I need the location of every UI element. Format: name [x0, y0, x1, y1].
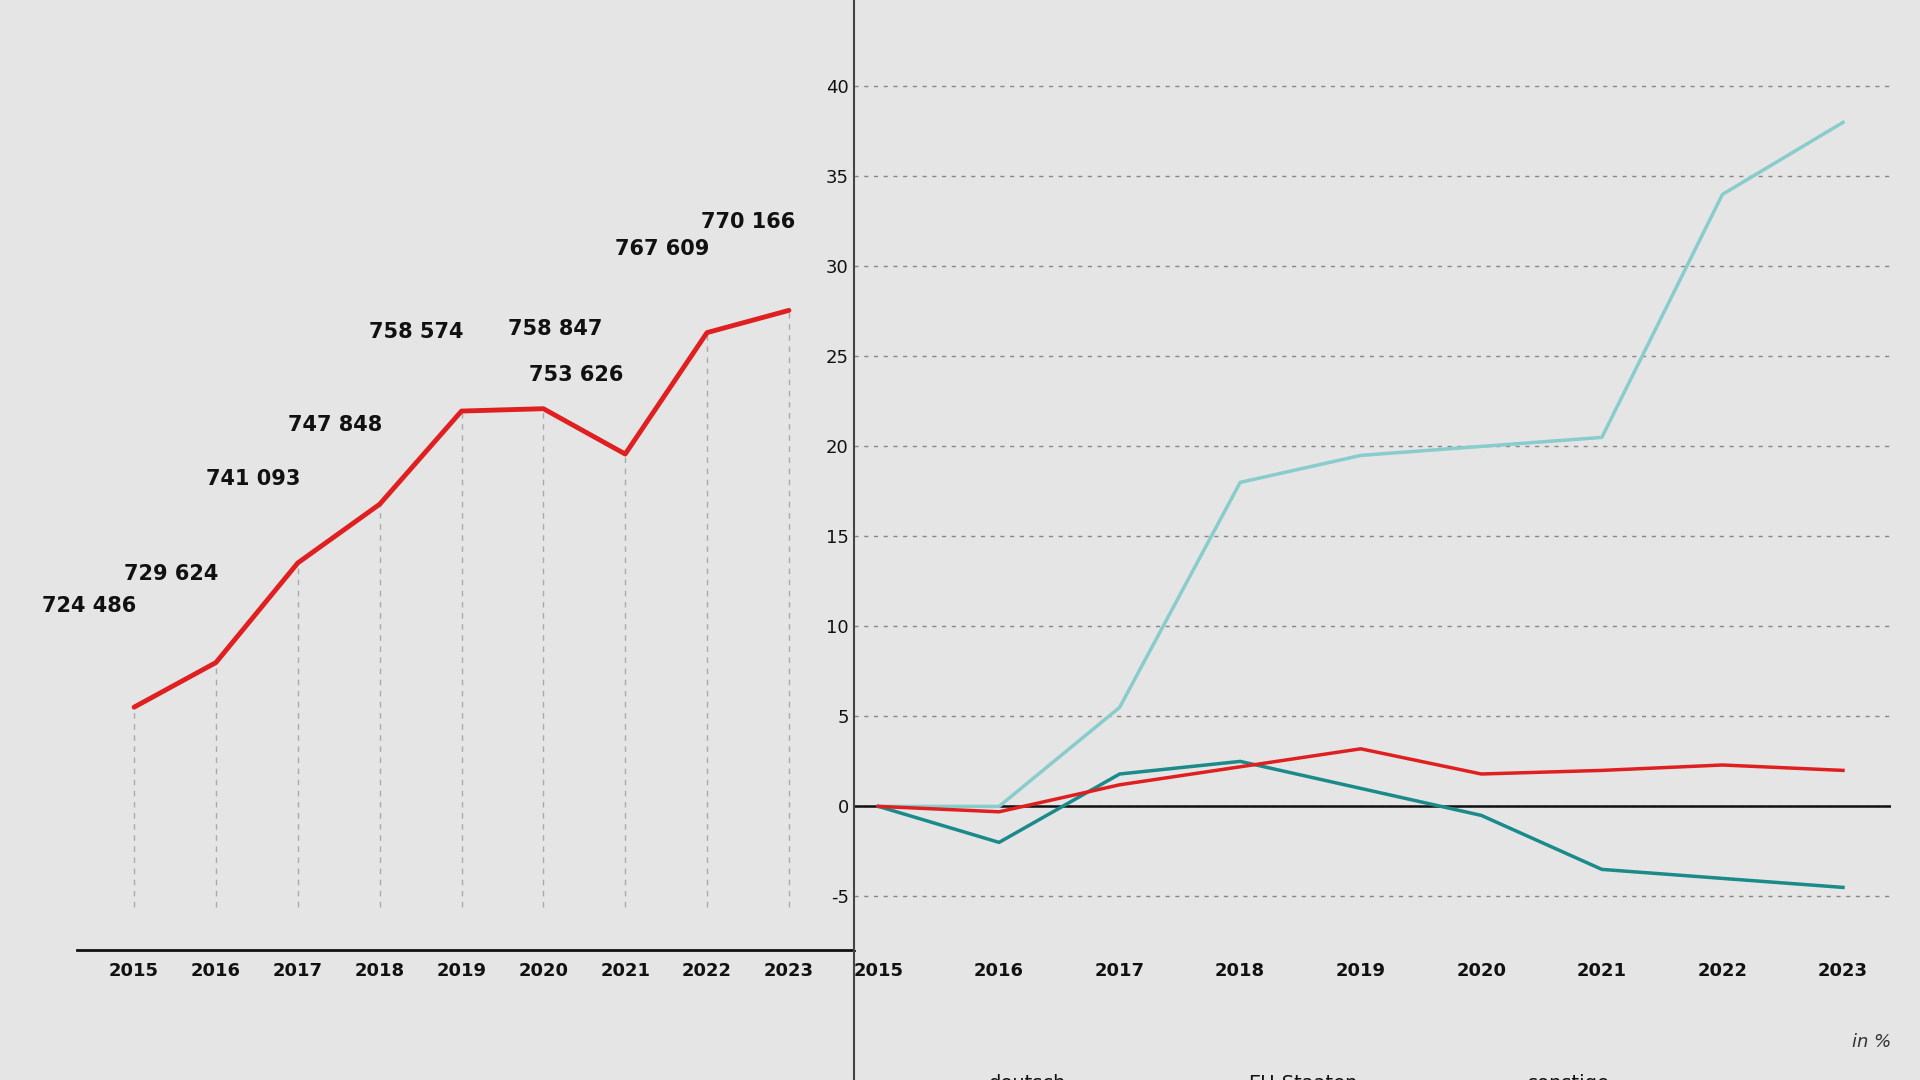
Text: 758 847: 758 847 [509, 320, 603, 339]
Text: EU-Staaten: EU-Staaten [1248, 1074, 1357, 1080]
Text: in %: in % [1853, 1032, 1891, 1051]
Text: 770 166: 770 166 [701, 212, 795, 232]
Text: 758 574: 758 574 [369, 322, 465, 341]
Text: 767 609: 767 609 [614, 239, 708, 259]
Text: deutsch: deutsch [989, 1074, 1066, 1080]
Text: 747 848: 747 848 [288, 415, 382, 435]
Text: sonstige: sonstige [1528, 1074, 1611, 1080]
Text: 741 093: 741 093 [205, 469, 300, 489]
Text: 753 626: 753 626 [528, 365, 624, 384]
Text: 724 486: 724 486 [42, 596, 136, 616]
Text: 729 624: 729 624 [123, 565, 219, 584]
